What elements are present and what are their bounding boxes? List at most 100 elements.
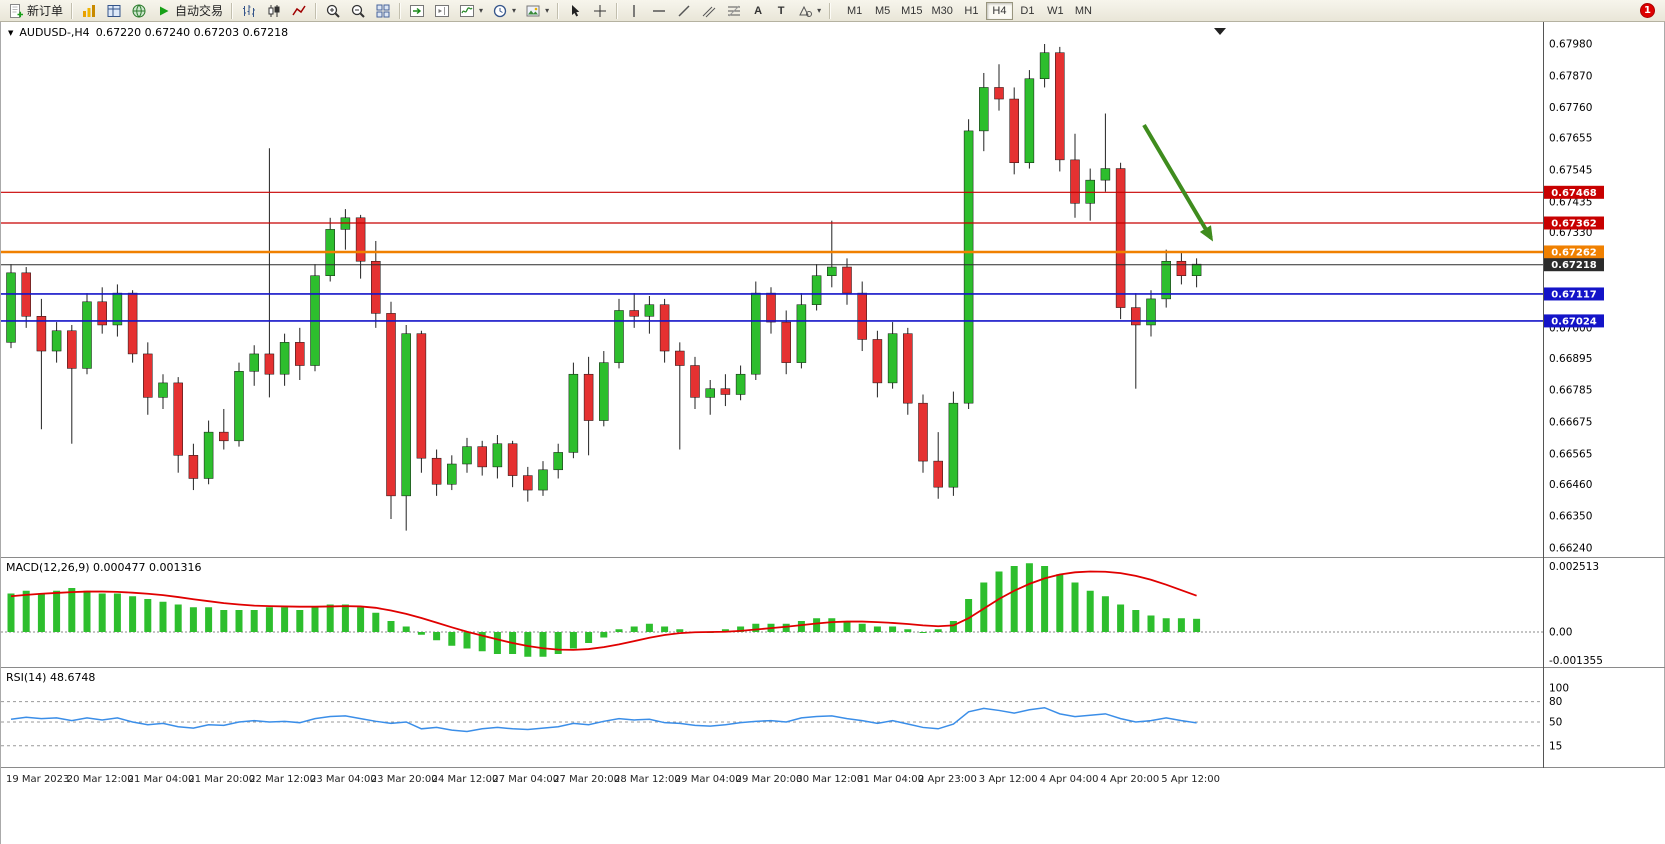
zoom-out-button[interactable] — [346, 1, 370, 21]
trend-arrow-annotation[interactable] — [1142, 123, 1214, 242]
clock-icon — [493, 4, 507, 17]
label-tool-icon: T — [777, 4, 785, 17]
candle-body — [690, 365, 700, 398]
macd-histogram-bar — [1056, 574, 1064, 632]
macd-histogram-bar — [585, 632, 593, 643]
macd-histogram-bar — [478, 632, 486, 652]
chevron-down-icon: ▾ — [545, 6, 550, 15]
chevron-down-icon: ▾ — [817, 6, 822, 15]
macd-histogram-bar — [1117, 604, 1125, 632]
macd-histogram-bar — [68, 588, 76, 632]
candle-body — [507, 443, 518, 476]
price-axis-label: 0.66785 — [1549, 385, 1592, 397]
timeframe-button-m1[interactable]: M1 — [841, 2, 868, 20]
timeframe-button-m5[interactable]: M5 — [869, 2, 896, 20]
candle-body — [538, 469, 548, 491]
price-axis-label: 0.66675 — [1549, 417, 1592, 429]
macd-histogram-bar — [7, 593, 15, 632]
fibonacci-tool-button[interactable] — [722, 1, 746, 21]
shapes-tool-button[interactable]: ▾ — [793, 1, 825, 21]
price-axis-label: 0.67760 — [1549, 102, 1592, 114]
timeframe-button-h1[interactable]: H1 — [958, 2, 985, 20]
line-chart-button[interactable] — [287, 1, 311, 21]
macd-histogram-bar — [965, 599, 973, 632]
time-axis-label: 3 Apr 12:00 — [978, 774, 1038, 785]
timeframe-button-mn[interactable]: MN — [1070, 2, 1097, 20]
scroll-to-end-marker[interactable] — [1214, 28, 1226, 35]
zoom-in-button[interactable] — [321, 1, 345, 21]
macd-histogram-bar — [463, 632, 471, 649]
data-window-button[interactable] — [102, 1, 126, 21]
time-axis-label: 20 Mar 12:00 — [66, 774, 134, 785]
timeframe-button-m30[interactable]: M30 — [928, 2, 957, 20]
candle-body — [523, 475, 533, 491]
time-axis[interactable]: 19 Mar 2023 20 Mar 12:00 21 Mar 04:00 21 Ma… — [1, 768, 1665, 792]
zoom-out-icon — [351, 4, 365, 18]
indicators-icon — [460, 4, 475, 17]
candle-body — [1176, 260, 1187, 276]
vertical-line-tool-button[interactable] — [622, 1, 646, 21]
symbol-label: ▼ AUDUSD-,H4 0.67220 0.67240 0.67203 0.6… — [8, 26, 288, 39]
cursor-button[interactable] — [563, 1, 587, 21]
price-tag-label: 0.67468 — [1551, 188, 1597, 199]
time-axis-label: 23 Mar 20:00 — [370, 774, 438, 785]
macd-histogram-bar — [843, 621, 851, 632]
text-tool-button[interactable]: A — [747, 1, 769, 21]
market-watch-button[interactable] — [77, 1, 101, 21]
main-chart-pane[interactable]: 0.67980 0.67870 0.67760 0.67655 0.67545 0.674… — [1, 22, 1665, 557]
macd-histogram-bar — [797, 621, 805, 632]
macd-pane[interactable]: 0.002513 0.00 -0.001355 — [1, 558, 1665, 667]
price-tag — [1544, 185, 1604, 199]
macd-histogram-bar — [813, 618, 821, 632]
pane-divider[interactable] — [1, 557, 1665, 558]
macd-histogram-bar — [737, 626, 745, 632]
rsi-axis-label: 80 — [1549, 696, 1562, 708]
macd-axis-label: 0.00 — [1549, 627, 1572, 639]
candle-body — [462, 446, 472, 465]
auto-scroll-button[interactable] — [405, 1, 429, 21]
pane-divider[interactable] — [1, 667, 1665, 668]
periods-button[interactable]: ▾ — [488, 1, 520, 21]
trendline-tool-button[interactable] — [672, 1, 696, 21]
macd-histogram-bar — [980, 582, 988, 632]
price-tag-label: 0.67218 — [1551, 260, 1597, 271]
macd-histogram-bar — [357, 607, 365, 632]
crosshair-button[interactable] — [588, 1, 612, 21]
new-order-button[interactable]: 新订单 — [4, 1, 67, 21]
indicators-button[interactable]: ▾ — [455, 1, 487, 21]
candle-body — [492, 443, 503, 468]
label-tool-button[interactable]: T — [770, 1, 792, 21]
bar-chart-button[interactable] — [237, 1, 261, 21]
channel-tool-button[interactable] — [697, 1, 721, 21]
templates-button[interactable]: ▾ — [521, 1, 553, 21]
horizontal-line-tool-button[interactable] — [647, 1, 671, 21]
price-axis-label: 0.67980 — [1549, 39, 1592, 51]
macd-histogram-bar — [858, 623, 866, 632]
macd-histogram-bar — [615, 629, 623, 632]
candle-body — [979, 87, 989, 132]
auto-trading-button[interactable]: 自动交易 — [152, 1, 227, 21]
time-axis-label: 24 Mar 12:00 — [431, 774, 499, 785]
candle-body — [614, 310, 624, 363]
tile-windows-button[interactable] — [371, 1, 395, 21]
symbol-name: AUDUSD-,H4 — [19, 26, 90, 39]
price-tag-label: 0.67362 — [1551, 219, 1597, 230]
timeframe-button-h4[interactable]: H4 — [985, 1, 1013, 20]
notification-badge[interactable]: 1 — [1640, 3, 1655, 18]
timeframe-button-d1[interactable]: D1 — [1014, 2, 1041, 20]
navigator-button[interactable] — [127, 1, 151, 21]
candle-body — [1191, 263, 1202, 276]
price-axis-label: 0.67545 — [1549, 165, 1592, 177]
time-axis-label: 31 Mar 04:00 — [857, 774, 924, 785]
candle-body — [1131, 307, 1141, 326]
timeframe-button-m15[interactable]: M15 — [897, 2, 926, 20]
macd-axis-label: 0.002513 — [1549, 561, 1599, 573]
chart-menu-icon[interactable]: ▼ — [8, 28, 14, 37]
chart-shift-button[interactable] — [430, 1, 454, 21]
vertical-line-icon — [633, 4, 635, 17]
candlestick-chart-button[interactable] — [262, 1, 286, 21]
bottom-space — [1, 792, 1665, 844]
macd-histogram-bar — [174, 604, 182, 632]
timeframe-button-w1[interactable]: W1 — [1042, 2, 1069, 20]
